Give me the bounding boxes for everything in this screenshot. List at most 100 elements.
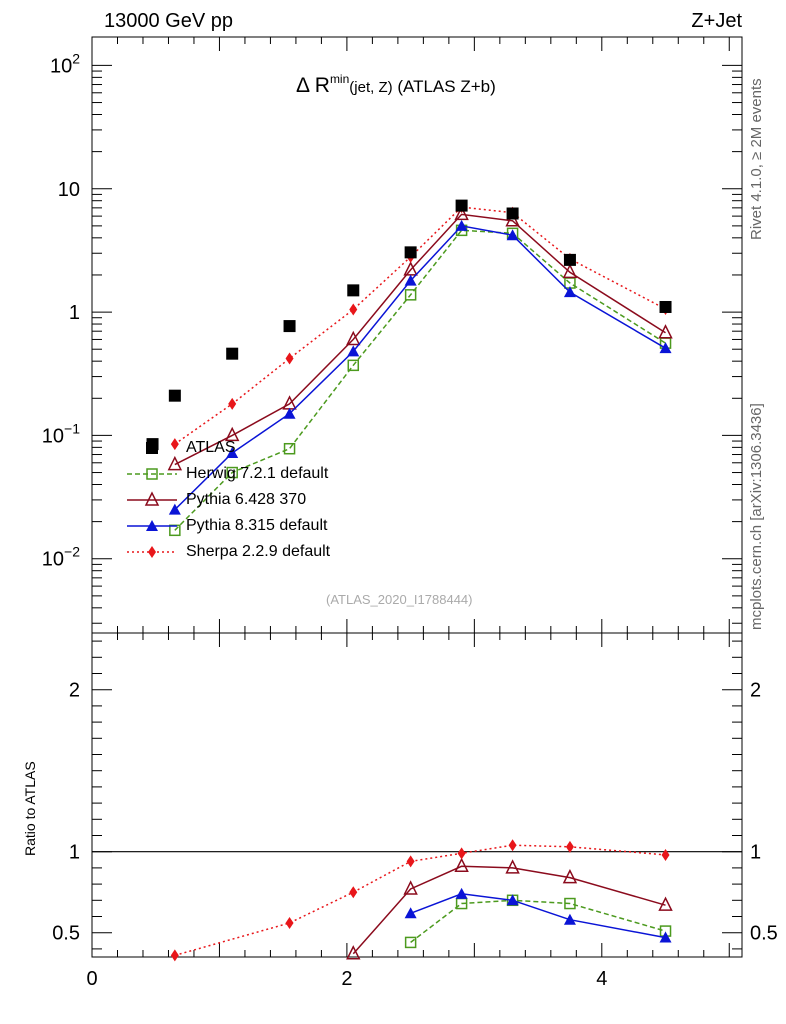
- y-tick-label-main: 1: [69, 302, 80, 324]
- y-tick-label-main: 10−2: [42, 544, 80, 571]
- atlas-point: [404, 246, 417, 259]
- main-line-1: [174, 229, 666, 531]
- main-point-2: [658, 324, 673, 339]
- ratio-line-3: [410, 893, 666, 939]
- ratio-point-1: [404, 936, 417, 949]
- ratio-point-4: [508, 839, 517, 852]
- title-rest: (ATLAS Z+b): [397, 77, 496, 96]
- ratio-point-4: [349, 886, 358, 899]
- title-args: (jet, Z): [349, 79, 393, 96]
- analysis-tag: (ATLAS_2020_I1788444): [326, 592, 473, 607]
- ratio-point-3: [659, 931, 672, 943]
- atlas-point: [659, 300, 672, 313]
- ratio-point-2: [403, 880, 418, 895]
- ratio-point-2: [658, 896, 673, 911]
- ratio-point-2: [562, 868, 578, 884]
- ratio-point-3: [455, 887, 468, 899]
- main-point-3: [226, 447, 239, 459]
- main-point-3: [455, 219, 468, 231]
- title-sup: min: [329, 72, 350, 86]
- y-tick-label-ratio-right: 2: [750, 680, 761, 702]
- main-point-2: [346, 330, 361, 346]
- legend-label-pythia6: Pythia 6.428 370: [186, 491, 307, 508]
- main-point-4: [349, 303, 358, 316]
- main-point-3: [659, 342, 672, 354]
- ratio-point-4: [170, 949, 179, 962]
- main-point-2: [562, 263, 578, 279]
- title-delta: Δ: [296, 74, 311, 97]
- legend-marker-1: [146, 468, 158, 480]
- y-tick-label-main: 10: [58, 179, 80, 201]
- ratio-point-3: [404, 907, 417, 919]
- legend-label-sherpa: Sherpa 2.2.9 default: [186, 543, 331, 560]
- y-tick-label-ratio-right: 1: [750, 842, 761, 864]
- legend-marker-0: [146, 442, 158, 454]
- ratio-point-4: [406, 855, 415, 868]
- y-tick-label-ratio-left: 1: [69, 842, 80, 864]
- mcplots-label: mcplots.cern.ch [arXiv:1306.3436]: [748, 403, 765, 630]
- ratio-ylabel: Ratio to ATLAS: [22, 761, 38, 856]
- main-line-4: [174, 206, 666, 445]
- ratio-panel-frame: [91, 632, 743, 958]
- series-layer: [146, 199, 673, 962]
- title-r: R: [314, 74, 330, 97]
- main-point-1: [404, 289, 417, 301]
- ratio-point-2: [346, 945, 361, 960]
- main-point-4: [228, 397, 237, 410]
- ratio-point-3: [506, 894, 519, 906]
- main-point-1: [347, 359, 360, 372]
- legend-markers: [127, 442, 177, 558]
- main-point-3: [283, 407, 296, 419]
- y-tick-label-ratio-left: 0.5: [52, 923, 80, 945]
- ratio-point-3: [563, 913, 576, 925]
- main-point-2: [505, 212, 520, 227]
- main-point-3: [404, 274, 417, 286]
- ratio-point-4: [285, 916, 294, 929]
- x-tick-label: 4: [596, 968, 607, 990]
- ratio-frame-rect: [91, 632, 743, 958]
- ratio-point-1: [564, 897, 576, 910]
- main-point-3: [506, 229, 519, 241]
- axis-ticks: 0 2 4 10−2 10−1 1 10 102 0.5 0.5 1 1 2 2: [42, 37, 778, 990]
- ratio-line-4: [174, 844, 666, 957]
- legend-label-herwig: Herwig 7.2.1 default: [186, 465, 329, 482]
- rivet-version-label: Rivet 4.1.0, ≥ 2M events: [748, 78, 765, 240]
- legend-marker-4: [148, 546, 156, 558]
- atlas-point: [347, 284, 360, 297]
- main-point-3: [563, 286, 576, 298]
- atlas-point: [455, 199, 468, 212]
- atlas-point: [226, 347, 239, 360]
- atlas-point: [506, 207, 519, 220]
- legend-marker-3: [146, 520, 158, 531]
- y-tick-label-main: 102: [50, 50, 80, 77]
- y-tick-label-main: 10−1: [42, 420, 80, 447]
- main-point-1: [283, 442, 296, 455]
- atlas-point: [283, 320, 296, 333]
- main-point-2: [224, 426, 240, 442]
- plot-title: Δ Rmin(jet, Z) (ATLAS Z+b): [296, 72, 496, 98]
- header-left: 13000 GeV pp: [104, 10, 233, 32]
- ratio-line-2: [352, 865, 666, 955]
- main-point-4: [285, 352, 294, 365]
- legend-label-atlas: ATLAS: [186, 439, 236, 456]
- ratio-point-4: [457, 847, 466, 860]
- ratio-point-4: [661, 848, 670, 861]
- ratio-line-1: [410, 899, 666, 943]
- main-line-2: [174, 213, 666, 466]
- x-tick-label: 2: [341, 968, 352, 990]
- legend-marker-2: [144, 491, 160, 506]
- y-tick-label-ratio-right: 0.5: [750, 923, 778, 945]
- main-point-2: [167, 455, 183, 471]
- ratio-point-4: [565, 840, 574, 853]
- main-point-3: [347, 345, 360, 357]
- ratio-point-2: [454, 857, 469, 873]
- main-point-3: [168, 503, 181, 515]
- main-point-2: [454, 205, 469, 221]
- main-point-1: [226, 466, 238, 479]
- atlas-point: [563, 253, 576, 266]
- legend-label-pythia8: Pythia 8.315 default: [186, 517, 328, 534]
- ratio-point-2: [505, 859, 520, 874]
- x-tick-label: 0: [86, 968, 97, 990]
- atlas-point: [168, 389, 181, 402]
